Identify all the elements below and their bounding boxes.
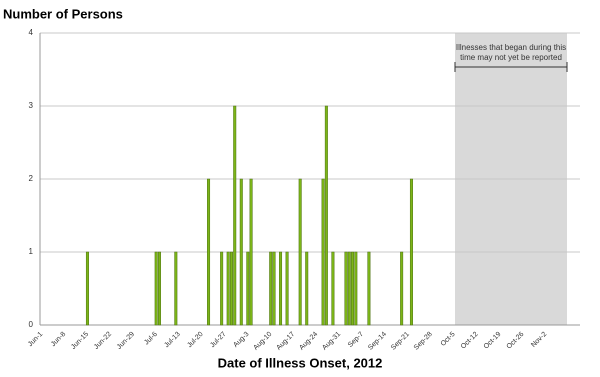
- x-tick-label: Sep-21: [390, 331, 411, 352]
- bar: [305, 251, 309, 326]
- bar: [246, 251, 250, 326]
- bar: [409, 178, 413, 326]
- x-axis-label: Date of Illness Onset, 2012: [218, 355, 383, 370]
- annotation: Illnesses that began during this: [456, 43, 566, 52]
- bar: [344, 251, 348, 326]
- bar: [331, 251, 335, 326]
- x-tick-label: Oct-12: [460, 331, 480, 351]
- chart-title: Number of Persons: [3, 6, 123, 21]
- x-tick-label: Sep-28: [413, 331, 434, 352]
- y-tick-label: 1: [29, 247, 34, 256]
- x-tick-label: Jul-13: [163, 331, 182, 350]
- bar: [272, 251, 276, 326]
- pending-bracket: [454, 62, 568, 72]
- bar: [321, 178, 325, 326]
- bar: [269, 251, 273, 326]
- bar: [157, 251, 161, 326]
- x-tick-label: Sep-7: [347, 331, 365, 349]
- bar: [351, 251, 355, 326]
- y-tick-label: 0: [29, 320, 34, 329]
- bar: [298, 178, 302, 326]
- x-tick-label: Nov-2: [530, 331, 548, 349]
- bar: [354, 251, 358, 326]
- x-tick-label: Jul-20: [186, 331, 205, 350]
- bar: [367, 251, 371, 326]
- bar: [400, 251, 404, 326]
- x-tick-label: Aug-3: [232, 331, 250, 349]
- bar: [154, 251, 158, 326]
- x-tick-label: Aug-24: [298, 331, 319, 352]
- x-tick-label: Jun-15: [70, 331, 90, 351]
- bar: [279, 251, 283, 326]
- annotation: time may not yet be reported: [460, 53, 562, 62]
- x-tick-label: Jun-1: [27, 331, 44, 348]
- bar: [285, 251, 289, 326]
- bar: [220, 251, 224, 326]
- x-tick-label: Sep-14: [367, 331, 388, 352]
- bar: [85, 251, 89, 326]
- y-tick-label: 2: [29, 174, 34, 183]
- bar: [226, 251, 230, 326]
- bar: [239, 178, 243, 326]
- x-tick-label: Oct-26: [506, 331, 526, 351]
- bar: [233, 105, 237, 326]
- bar: [174, 251, 178, 326]
- bar: [229, 251, 233, 326]
- x-tick-label: Oct-5: [440, 331, 457, 348]
- x-tick-label: Aug-31: [321, 331, 342, 352]
- x-tick-label: Aug-10: [253, 331, 274, 352]
- bar: [207, 178, 211, 326]
- y-tick-label: 4: [29, 28, 34, 37]
- x-tick-label: Aug-17: [275, 331, 296, 352]
- bar: [249, 178, 253, 326]
- x-tick-label: Jun-8: [50, 331, 67, 348]
- bar: [347, 251, 351, 326]
- x-tick-label: Jun-22: [93, 331, 113, 351]
- y-tick-label: 3: [29, 101, 34, 110]
- bar: [324, 105, 328, 326]
- x-tick-label: Oct-19: [483, 331, 503, 351]
- x-tick-label: Jul-27: [209, 331, 228, 350]
- x-tick-label: Jun-29: [116, 331, 136, 351]
- x-tick-label: Jul-6: [143, 331, 159, 347]
